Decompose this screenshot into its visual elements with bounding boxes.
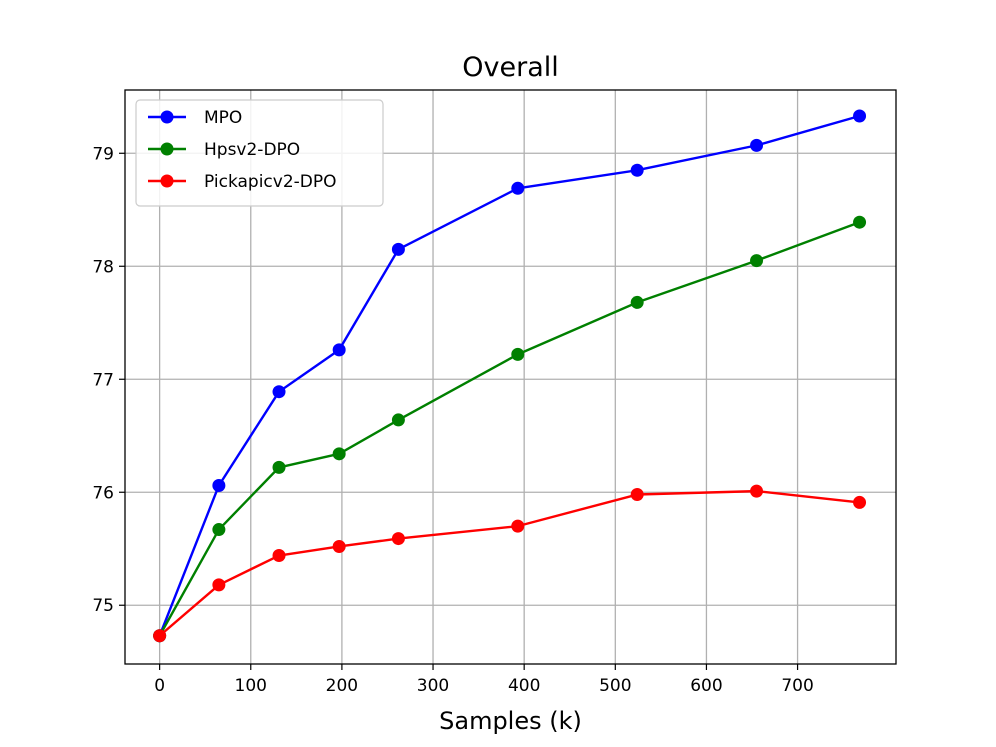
data-point-hpsv2-dpo xyxy=(391,413,405,427)
data-point-mpo xyxy=(272,385,286,399)
chart-title: Overall xyxy=(462,52,559,83)
legend-item-mpo: MPO xyxy=(148,108,242,128)
x-axis-label: Samples (k) xyxy=(439,707,582,735)
x-tick-label: 400 xyxy=(508,676,540,696)
data-point-pickapicv2-dpo xyxy=(332,539,346,553)
series-layer xyxy=(153,109,867,643)
y-tick-label: 76 xyxy=(92,483,114,503)
data-point-mpo xyxy=(332,343,346,357)
y-tick-label: 77 xyxy=(92,370,114,390)
data-point-mpo xyxy=(511,181,525,195)
x-tick-label: 100 xyxy=(235,676,267,696)
x-tick-label: 300 xyxy=(417,676,449,696)
data-point-hpsv2-dpo xyxy=(212,523,226,537)
x-tick-label: 700 xyxy=(781,676,813,696)
x-tick-label: 500 xyxy=(599,676,631,696)
series-hpsv2-dpo xyxy=(153,215,867,643)
data-point-hpsv2-dpo xyxy=(630,295,644,309)
legend-item-pickapicv2-dpo: Pickapicv2-DPO xyxy=(148,172,337,192)
y-tick-label: 78 xyxy=(92,257,114,277)
data-point-pickapicv2-dpo xyxy=(212,578,226,592)
data-point-pickapicv2-dpo xyxy=(630,488,644,502)
x-tick-label: 600 xyxy=(690,676,722,696)
legend-label: Hpsv2-DPO xyxy=(204,140,300,160)
legend-swatch-marker xyxy=(160,142,174,156)
legend-label: Pickapicv2-DPO xyxy=(204,172,337,192)
data-point-hpsv2-dpo xyxy=(332,447,346,461)
data-point-mpo xyxy=(212,478,226,492)
legend: MPO Hpsv2-DPO Pickapicv2-DPO xyxy=(135,99,384,207)
legend-item-hpsv2-dpo: Hpsv2-DPO xyxy=(148,140,300,160)
data-point-hpsv2-dpo xyxy=(750,254,764,268)
legend-label: MPO xyxy=(204,108,242,128)
data-point-mpo xyxy=(391,242,405,256)
data-point-hpsv2-dpo xyxy=(272,460,286,474)
data-point-pickapicv2-dpo xyxy=(272,549,286,563)
series-pickapicv2-dpo xyxy=(153,484,867,643)
y-tick-label: 79 xyxy=(92,144,114,164)
data-point-pickapicv2-dpo xyxy=(511,519,525,533)
x-tick-label: 200 xyxy=(326,676,358,696)
data-point-mpo xyxy=(630,163,644,177)
data-point-pickapicv2-dpo xyxy=(750,484,764,498)
data-point-mpo xyxy=(750,138,764,152)
plot-frame xyxy=(124,89,897,665)
axis-ticks: 0 100 200 300 400 500 600 700 75 76 77 78 79 xyxy=(92,144,813,696)
data-point-pickapicv2-dpo xyxy=(853,495,867,509)
legend-swatch-marker xyxy=(160,174,174,188)
data-point-hpsv2-dpo xyxy=(853,215,867,229)
data-point-pickapicv2-dpo xyxy=(391,532,405,546)
data-point-hpsv2-dpo xyxy=(511,347,525,361)
legend-box xyxy=(135,99,384,207)
data-point-mpo xyxy=(853,109,867,123)
data-point-pickapicv2-dpo xyxy=(153,629,167,643)
y-tick-label: 75 xyxy=(92,596,114,616)
legend-swatch-marker xyxy=(160,110,174,124)
x-tick-label: 0 xyxy=(154,676,165,696)
